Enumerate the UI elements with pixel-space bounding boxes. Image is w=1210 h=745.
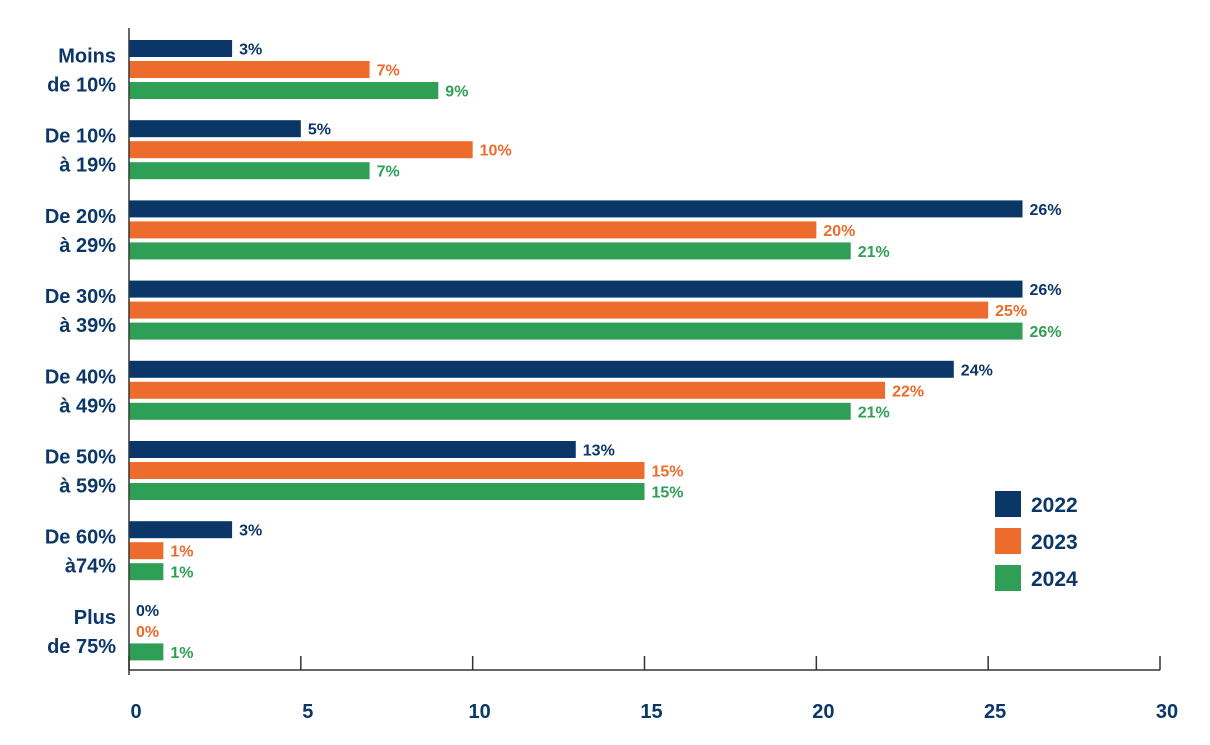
data-label-2024: 21% — [858, 404, 890, 421]
legend-label-2022: 2022 — [1031, 494, 1078, 517]
data-label-2024: 26% — [1030, 324, 1062, 341]
bar-2022 — [129, 360, 954, 378]
bar-2022 — [129, 521, 233, 539]
category-label: De 30% — [45, 286, 116, 308]
x-tick-label: 15 — [640, 701, 662, 723]
category-label: à 39% — [59, 315, 116, 337]
data-label-2023: 15% — [652, 464, 684, 481]
data-label-2023: 1% — [170, 544, 193, 561]
legend: 2022 2023 2024 — [995, 491, 1078, 591]
bar-2023 — [129, 141, 473, 159]
category-label: De 10% — [45, 126, 116, 148]
legend-swatch-2023 — [995, 528, 1021, 554]
data-label-2023: 20% — [823, 223, 855, 240]
category-label: à 29% — [59, 235, 116, 257]
data-label-2022: 26% — [1030, 202, 1062, 219]
x-tick-label: 5 — [302, 701, 313, 723]
category-label: à74% — [65, 556, 116, 578]
category-label: de 75% — [47, 636, 116, 658]
x-axis: 0 5 10 15 20 25 30 — [128, 28, 1178, 723]
data-label-2024: 1% — [170, 565, 193, 582]
category-label: Plus — [74, 607, 116, 629]
legend-label-2024: 2024 — [1031, 568, 1078, 591]
data-label-2022: 24% — [961, 362, 993, 379]
data-label-2023: 0% — [136, 624, 159, 641]
category-labels: Moins de 10% De 10% à 19% De 20% à 29% De 30% à… — [45, 46, 116, 658]
x-tick-label: 25 — [984, 701, 1006, 723]
bar-2023 — [129, 381, 886, 399]
x-tick-label: 20 — [812, 701, 834, 723]
data-label-2022: 3% — [239, 523, 262, 540]
category-label: De 50% — [45, 447, 116, 469]
category-label: à 49% — [59, 395, 116, 417]
bar-2024 — [129, 483, 645, 500]
category-label: de 10% — [47, 75, 116, 97]
bar-2022 — [129, 280, 1023, 298]
data-label-2023: 25% — [995, 303, 1027, 320]
bar-2023 — [129, 61, 370, 78]
bar-2024 — [129, 322, 1023, 340]
bar-2023 — [129, 221, 817, 239]
bar-2024 — [129, 82, 439, 99]
data-label-2022: 13% — [583, 443, 615, 460]
legend-swatch-2024 — [995, 565, 1021, 591]
category-label: De 20% — [45, 206, 116, 228]
data-label-2022: 0% — [136, 603, 159, 620]
data-label-2024: 15% — [652, 485, 684, 502]
bars-layer: 3%7%9%5%10%7%26%20%21%26%25%26%24%22%21%… — [129, 40, 1062, 662]
category-label: De 40% — [45, 366, 116, 388]
data-label-2023: 10% — [480, 143, 512, 160]
data-label-2022: 3% — [239, 42, 262, 59]
bar-2022 — [129, 40, 233, 57]
bar-2023 — [129, 462, 645, 479]
bar-2022 — [129, 441, 576, 458]
x-tick-label: 0 — [130, 701, 141, 723]
legend-swatch-2022 — [995, 491, 1021, 517]
bar-2022 — [129, 120, 301, 138]
category-label: Moins — [58, 46, 116, 68]
data-label-2022: 5% — [308, 122, 331, 139]
legend-label-2023: 2023 — [1031, 531, 1078, 554]
data-label-2022: 26% — [1030, 282, 1062, 299]
data-label-2024: 7% — [377, 164, 400, 181]
data-label-2023: 22% — [892, 383, 924, 400]
x-tick-label: 30 — [1156, 701, 1178, 723]
category-label: à 59% — [59, 476, 116, 498]
category-label: à 19% — [59, 155, 116, 177]
bar-2024 — [129, 242, 851, 260]
bar-2023 — [129, 542, 164, 560]
data-label-2024: 9% — [445, 84, 468, 101]
x-tick-label: 10 — [469, 701, 491, 723]
bar-2024 — [129, 563, 164, 581]
bar-2024 — [129, 643, 164, 661]
bar-2022 — [129, 200, 1023, 218]
bar-2024 — [129, 162, 370, 180]
bar-2024 — [129, 402, 851, 420]
data-label-2024: 1% — [170, 645, 193, 662]
bar-2023 — [129, 301, 989, 319]
data-label-2023: 7% — [377, 63, 400, 80]
category-label: De 60% — [45, 527, 116, 549]
data-label-2024: 21% — [858, 244, 890, 261]
